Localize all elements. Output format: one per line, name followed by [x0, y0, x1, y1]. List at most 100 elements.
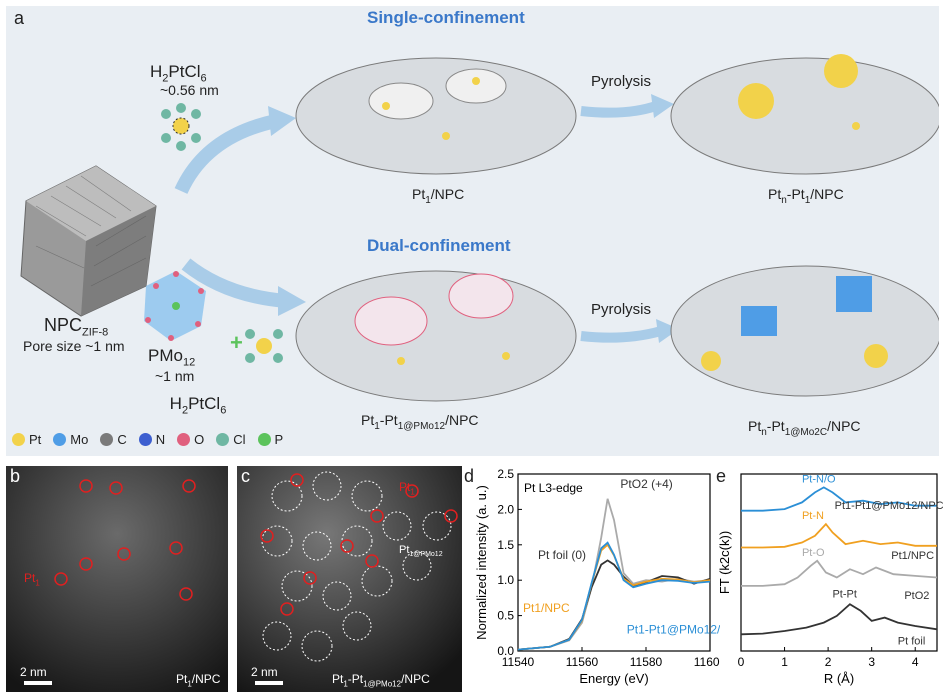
y-tick-label: 0.5	[497, 609, 514, 623]
h2ptcl6-molecule-bottom	[245, 329, 283, 363]
h2ptcl6-size: ~0.56 nm	[160, 82, 219, 98]
pore-size-label: Pore size ~1 nm	[23, 338, 125, 354]
scale-bar-c	[255, 681, 283, 685]
series-line-1	[741, 522, 937, 549]
annotation-6: PtO2	[904, 590, 929, 602]
caption-ptn-pt1-npc: Ptn-Pt1/NPC	[768, 186, 844, 206]
micro-c-label: Pt1-Pt1@PMo12/NPC	[332, 672, 430, 689]
h2ptcl6-molecule-top	[161, 103, 201, 151]
annotation-1: Pt-N	[802, 510, 824, 522]
y-axis-label: Normalized intensity (a. u.)	[474, 485, 489, 640]
series-line-3	[740, 603, 938, 636]
pt1-pmo12-marker-c: Pt1@PMo12	[399, 544, 443, 559]
legend-swatch	[12, 433, 25, 446]
legend-label: Mo	[70, 432, 89, 447]
graphene-sheet-ptn-mo2c-npc	[670, 265, 939, 397]
schematic-illustration	[20, 54, 939, 402]
caption-pt1-npc: Pt1/NPC	[412, 186, 465, 206]
annotation-0: Pt-N/O	[802, 473, 836, 485]
graphene-sheet-pt1-npc	[295, 57, 577, 175]
npc-zif8-crystal	[20, 165, 157, 317]
series-line-0	[741, 486, 937, 512]
x-tick-label: 4	[912, 655, 919, 669]
legend-label: Cl	[233, 432, 246, 447]
arrow-bottom-head	[278, 286, 306, 316]
plot-frame	[740, 473, 938, 652]
panel-label-d: d	[464, 466, 475, 486]
arrow-top-head	[268, 106, 296, 136]
annotation-7: Pt foil	[898, 635, 926, 647]
legend-item-mo: Mo	[53, 432, 88, 447]
legend-swatch	[177, 433, 191, 446]
arrow-pyrolysis-bottom	[656, 319, 679, 343]
legend-item-cl: Cl	[216, 432, 246, 447]
legend-item-p: P	[257, 432, 284, 447]
pyrolysis-label-top: Pyrolysis	[591, 73, 652, 90]
legend-label: N	[155, 432, 166, 447]
y-tick-label: 2.0	[497, 502, 514, 516]
graphene-sheet-ptn-pt1-npc	[670, 54, 939, 175]
legend-label: C	[117, 432, 127, 447]
graphene-sheet-pt1-pmo12-npc	[295, 270, 577, 402]
micrograph-c-noise	[237, 466, 462, 692]
annotation-5: Pt1/NPC	[891, 550, 934, 562]
scale-bar-b	[24, 681, 52, 685]
caption-ptn-mo2c-npc: Ptn-Pt1@Mo2C/NPC	[748, 418, 861, 438]
series-line-3	[517, 541, 711, 651]
x-tick-label: 1	[781, 655, 788, 669]
legend-swatch	[138, 433, 152, 446]
legend-item-n: N	[138, 432, 166, 447]
h2ptcl6-label-bottom: H2PtCl6	[169, 394, 227, 417]
legend-label: O	[194, 432, 205, 447]
legend-item-pt: Pt	[12, 432, 41, 447]
y-axis-label: FT (k2c(k))	[717, 531, 732, 594]
panel-label-b: b	[10, 466, 21, 486]
annotation-0: PtO2 (+4)	[620, 477, 672, 491]
x-tick-label: 3	[868, 655, 875, 669]
plus-sign: +	[230, 330, 243, 355]
x-tick-label: 2	[825, 655, 832, 669]
pyrolysis-label-bottom: Pyrolysis	[591, 301, 652, 318]
scale-text-c: 2 nm	[251, 665, 278, 679]
micrograph-b-noise	[6, 466, 228, 692]
pt1-marker-c: Pt1	[399, 480, 415, 497]
exafs-chart: 0 1 2 3 4 R (Å) FT (k2c(k)) Pt-N/O Pt-N Pt-O Pt-Pt…	[717, 473, 943, 686]
annotation-4: Pt1-Pt1@PMo12/NPC	[835, 500, 943, 512]
legend-label: Pt	[29, 432, 42, 447]
panel-label-a: a	[14, 8, 25, 28]
x-tick-label: 11540	[502, 655, 535, 669]
series-line-2	[741, 559, 938, 587]
micrograph-c: c Pt1 Pt1@PMo12 2 nm Pt1-Pt1@PMo12/NPC	[237, 466, 462, 692]
legend-swatch	[257, 433, 271, 446]
pmo12-cluster	[144, 271, 206, 341]
micrograph-b: b Pt1 2 nm Pt1/NPC	[6, 466, 228, 692]
chart-title: Pt L3-edge	[524, 481, 583, 495]
panel-label-c: c	[241, 466, 250, 486]
h2ptcl6-label-top: H2PtCl6	[150, 62, 207, 85]
arrow-top-curve	[174, 114, 278, 195]
annotation-3: Pt1-Pt1@PMo12/NPC	[627, 622, 720, 636]
dual-confinement-title: Dual-confinement	[367, 236, 511, 255]
micro-b-label: Pt1/NPC	[176, 672, 221, 689]
pmo12-size: ~1 nm	[155, 368, 195, 384]
x-tick-label: 11560	[566, 655, 599, 669]
annotation-1: Pt foil (0)	[538, 548, 586, 562]
y-tick-label: 2.5	[497, 467, 514, 481]
y-tick-label: 1.5	[497, 538, 514, 552]
annotation-3: Pt-Pt	[832, 589, 856, 601]
single-confinement-title: Single-confinement	[367, 8, 525, 27]
legend-item-c: C	[100, 432, 127, 447]
y-tick-label: 0.0	[497, 644, 514, 658]
x-tick-label: 0	[738, 655, 745, 669]
legend-swatch	[53, 433, 67, 446]
x-axis-label: R (Å)	[824, 671, 854, 686]
arrow-pyrolysis-top	[651, 94, 674, 118]
annotation-2: Pt1/NPC	[523, 601, 570, 615]
x-tick-label: 11580	[630, 655, 663, 669]
legend-item-o: O	[177, 432, 204, 447]
plot-frame	[517, 473, 711, 652]
panel-label-e: e	[716, 466, 727, 486]
legend-label: P	[274, 432, 284, 447]
arrow-bottom-curve	[181, 258, 287, 308]
